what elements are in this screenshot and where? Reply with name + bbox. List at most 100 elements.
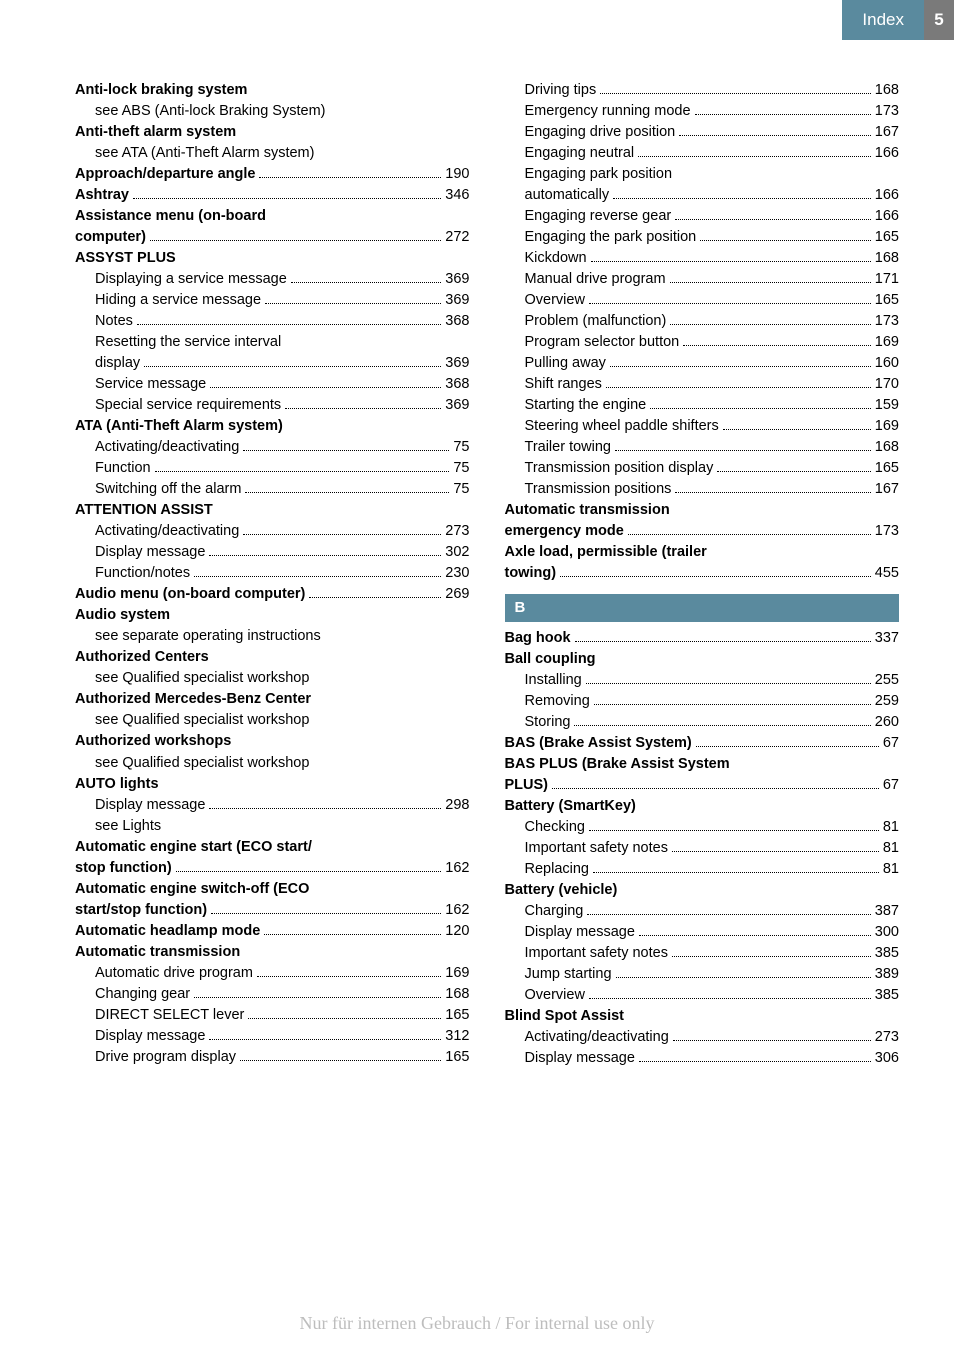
entry-page: 168 xyxy=(875,248,899,269)
entry-label: Special service requirements xyxy=(95,395,281,416)
entry-label: Important safety notes xyxy=(525,838,668,859)
entry-label: Overview xyxy=(525,290,585,311)
index-entry: Storing260 xyxy=(505,712,900,733)
entry-dots xyxy=(615,450,871,451)
entry-label: Engaging neutral xyxy=(525,143,635,164)
entry-label: automatically xyxy=(525,185,610,206)
entry-page: 306 xyxy=(875,1048,899,1069)
entry-dots xyxy=(259,177,441,178)
index-entry: Shift ranges170 xyxy=(505,374,900,395)
entry-label: Display message xyxy=(525,922,635,943)
entry-label: Battery (SmartKey) xyxy=(505,796,636,817)
entry-label: see ATA (Anti-Theft Alarm system) xyxy=(95,143,314,164)
entry-page: 165 xyxy=(875,227,899,248)
index-entry: Battery (SmartKey) xyxy=(505,796,900,817)
entry-dots xyxy=(670,324,870,325)
index-entry: AUTO lights xyxy=(75,774,470,795)
entry-page: 312 xyxy=(445,1026,469,1047)
entry-page: 190 xyxy=(445,164,469,185)
entry-label: AUTO lights xyxy=(75,774,159,795)
entry-label: Engaging park position xyxy=(525,164,673,185)
entry-label: Removing xyxy=(525,691,590,712)
entry-page: 298 xyxy=(445,795,469,816)
index-entry: Activating/deactivating75 xyxy=(75,437,470,458)
entry-label: Emergency running mode xyxy=(525,101,691,122)
entry-label: Transmission positions xyxy=(525,479,672,500)
entry-page: 75 xyxy=(453,458,469,479)
entry-dots xyxy=(150,240,441,241)
entry-dots xyxy=(606,387,871,388)
entry-dots xyxy=(248,1018,441,1019)
entry-dots xyxy=(675,219,871,220)
entry-label: Engaging the park position xyxy=(525,227,697,248)
entry-label: Activating/deactivating xyxy=(95,521,239,542)
entry-label: Axle load, permissible (trailer xyxy=(505,542,707,563)
entry-dots xyxy=(209,555,441,556)
entry-label: Starting the engine xyxy=(525,395,647,416)
entry-label: emergency mode xyxy=(505,521,624,542)
entry-label: Replacing xyxy=(525,859,590,880)
entry-page: 165 xyxy=(875,458,899,479)
entry-label: computer) xyxy=(75,227,146,248)
entry-dots xyxy=(137,324,441,325)
page-number: 5 xyxy=(934,10,943,30)
section-divider-b: B xyxy=(505,594,900,622)
index-entry: BAS PLUS (Brake Assist System xyxy=(505,754,900,775)
entry-page: 273 xyxy=(875,1027,899,1048)
index-entry: Overview165 xyxy=(505,290,900,311)
entry-dots xyxy=(176,871,442,872)
entry-dots xyxy=(210,387,441,388)
entry-page: 67 xyxy=(883,733,899,754)
entry-page: 346 xyxy=(445,185,469,206)
entry-page: 168 xyxy=(875,437,899,458)
entry-dots xyxy=(552,788,879,789)
entry-page: 385 xyxy=(875,985,899,1006)
entry-label: see Qualified specialist workshop xyxy=(95,710,309,731)
entry-label: Overview xyxy=(525,985,585,1006)
entry-page: 368 xyxy=(445,311,469,332)
entry-dots xyxy=(560,576,871,577)
entry-label: Resetting the service interval xyxy=(95,332,281,353)
entry-dots xyxy=(285,408,441,409)
index-entry: Important safety notes81 xyxy=(505,838,900,859)
index-entry: Transmission position display165 xyxy=(505,458,900,479)
entry-label: DIRECT SELECT lever xyxy=(95,1005,244,1026)
entry-dots xyxy=(673,1040,871,1041)
entry-label: Automatic transmission xyxy=(75,942,240,963)
entry-dots xyxy=(194,997,441,998)
entry-label: Authorized Mercedes-Benz Center xyxy=(75,689,311,710)
index-entry: Trailer towing 168 xyxy=(505,437,900,458)
entry-dots xyxy=(309,597,441,598)
index-entry: Pulling away160 xyxy=(505,353,900,374)
index-entry: display369 xyxy=(75,353,470,374)
entry-dots xyxy=(133,198,441,199)
entry-label: Automatic headlamp mode xyxy=(75,921,260,942)
entry-label: Kickdown xyxy=(525,248,587,269)
entry-page: 162 xyxy=(445,858,469,879)
entry-label: Trailer towing xyxy=(525,437,612,458)
entry-label: Service message xyxy=(95,374,206,395)
entry-label: Changing gear xyxy=(95,984,190,1005)
entry-label: Function/notes xyxy=(95,563,190,584)
entry-label: Automatic drive program xyxy=(95,963,253,984)
entry-label: display xyxy=(95,353,140,374)
entry-page: 166 xyxy=(875,185,899,206)
index-entry: Special service requirements369 xyxy=(75,395,470,416)
entry-dots xyxy=(587,914,870,915)
entry-page: 159 xyxy=(875,395,899,416)
entry-page: 230 xyxy=(445,563,469,584)
entry-label: Driving tips xyxy=(525,80,597,101)
entry-page: 160 xyxy=(875,353,899,374)
entry-label: Audio system xyxy=(75,605,170,626)
entry-label: see Qualified specialist workshop xyxy=(95,753,309,774)
entry-label: BAS (Brake Assist System) xyxy=(505,733,692,754)
entry-label: ASSYST PLUS xyxy=(75,248,176,269)
index-entry: Anti-lock braking system xyxy=(75,80,470,101)
entry-label: Installing xyxy=(525,670,582,691)
entry-label: Anti-lock braking system xyxy=(75,80,247,101)
index-entry: Driving tips168 xyxy=(505,80,900,101)
entry-dots xyxy=(717,471,870,472)
entry-dots xyxy=(610,366,871,367)
entry-label: see ABS (Anti-lock Braking System) xyxy=(95,101,325,122)
index-entry: Blind Spot Assist xyxy=(505,1006,900,1027)
